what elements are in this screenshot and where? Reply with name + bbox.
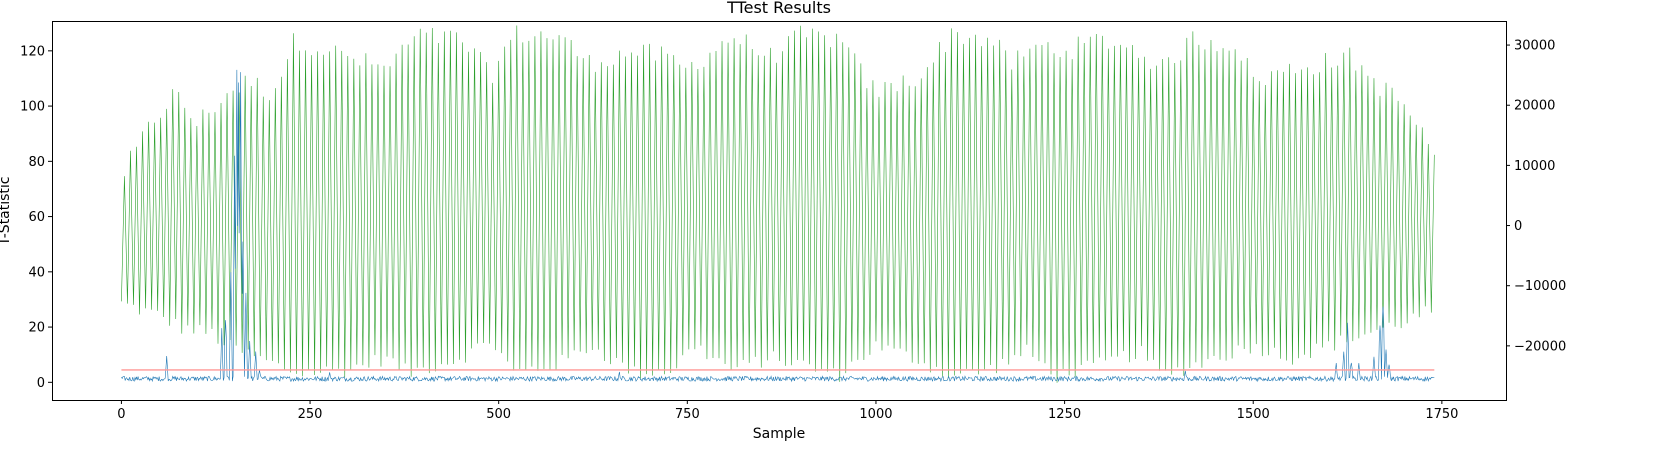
x-tick-label: 1750: [1425, 407, 1458, 422]
y-tick-label: 100: [20, 100, 45, 115]
x-tick-label: 750: [675, 407, 700, 422]
right-y-axis: −20000 −10000 0 10000 20000 30000: [1506, 39, 1566, 354]
y-tick-label: 40: [28, 265, 45, 280]
plot-area: [121, 25, 1435, 383]
y2-tick-label: 0: [1514, 219, 1522, 234]
series-green-line: [121, 25, 1435, 383]
y-tick-label: 0: [37, 376, 45, 391]
x-tick-label: 1000: [859, 407, 892, 422]
x-tick-label: 0: [117, 407, 125, 422]
y2-tick-label: 10000: [1514, 159, 1555, 174]
x-tick-label: 1250: [1048, 407, 1081, 422]
left-y-axis: 0 20 40 60 80 100 120: [20, 44, 52, 391]
x-tick-label: 250: [298, 407, 323, 422]
x-tick-label: 1500: [1237, 407, 1270, 422]
y2-tick-label: 20000: [1514, 99, 1555, 114]
plot-frame: [52, 21, 1507, 401]
y-tick-label: 20: [28, 321, 45, 336]
y-tick-label: 80: [28, 155, 45, 170]
x-tick-label: 500: [486, 407, 511, 422]
y2-tick-label: −20000: [1514, 339, 1566, 354]
y-tick-label: 120: [20, 44, 45, 59]
chart-title: TTest Results: [726, 0, 831, 17]
x-axis: 0 250 500 750 1000 1250 1500 1750: [117, 400, 1458, 422]
y2-tick-label: 30000: [1514, 39, 1555, 54]
series-blue-line: [121, 69, 1435, 383]
x-axis-label: Sample: [753, 426, 806, 442]
y-axis-label: T-Statistic: [0, 176, 13, 246]
y-tick-label: 60: [28, 210, 45, 225]
y2-tick-label: −10000: [1514, 279, 1566, 294]
